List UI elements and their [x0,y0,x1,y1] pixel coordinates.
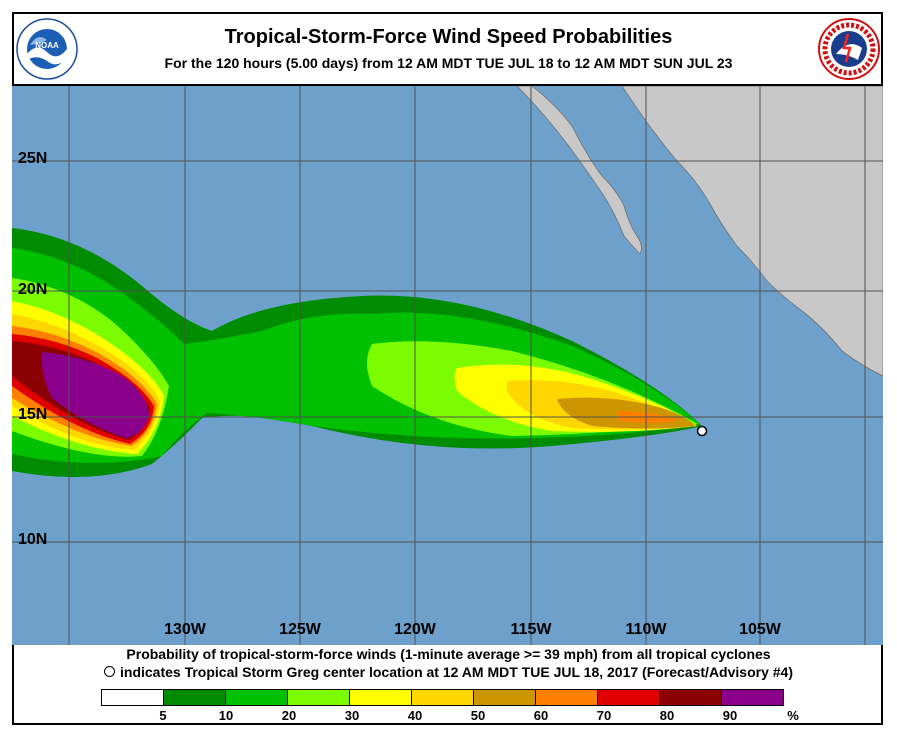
legend-tick-60: 60 [533,708,549,723]
page-title: Tropical-Storm-Force Wind Speed Probabil… [224,26,673,48]
lat-label-15n: 15N [18,406,48,423]
legend-swatch [101,689,164,706]
probability-map [12,84,883,645]
caption-line-1: Probability of tropical-storm-force wind… [126,646,771,662]
color-legend [101,689,784,706]
storm-center-marker [696,425,708,437]
storm-center-legend-icon [104,666,115,677]
lon-label-110w: 110W [625,621,667,638]
baja-california [516,86,642,255]
swath-40 [12,314,696,450]
lon-label-120w: 120W [394,621,436,638]
legend-tick-10: 10 [218,708,234,723]
legend-tick-40: 40 [407,708,423,723]
legend-tick-80: 80 [659,708,675,723]
lat-label-25n: 25N [18,150,48,167]
legend-tick-5: 5 [159,708,167,723]
legend-swatch [535,689,598,706]
svg-text:NOAA: NOAA [35,41,59,50]
legend-tick-20: 20 [281,708,297,723]
legend-swatch [287,689,350,706]
legend-swatch [721,689,784,706]
legend-swatch [349,689,412,706]
legend-tick-50: 50 [470,708,486,723]
legend-tick-70: 70 [596,708,612,723]
legend-swatch [163,689,226,706]
swath-30 [12,301,697,454]
legend-swatch [411,689,474,706]
lon-label-125w: 125W [279,621,321,638]
map-canvas [12,86,883,645]
caption-line-2-text: indicates Tropical Storm Greg center loc… [120,664,793,680]
legend-swatch [659,689,722,706]
nws-logo [818,18,880,80]
lon-label-105w: 105W [739,621,781,638]
lat-label-10n: 10N [18,531,48,548]
noaa-logo: NOAA [16,18,78,80]
lon-label-115w: 115W [510,621,552,638]
lat-label-20n: 20N [18,281,48,298]
caption-line-2: indicates Tropical Storm Greg center loc… [0,664,897,680]
page-subtitle: For the 120 hours (5.00 days) from 12 AM… [164,55,733,71]
legend-swatch [597,689,660,706]
legend-tick-30: 30 [344,708,360,723]
legend-tick-percent: % [787,708,799,723]
legend-tick-90: 90 [722,708,738,723]
graticule [12,86,883,645]
legend-swatch [225,689,288,706]
lon-label-130w: 130W [164,621,206,638]
legend-swatch [473,689,536,706]
